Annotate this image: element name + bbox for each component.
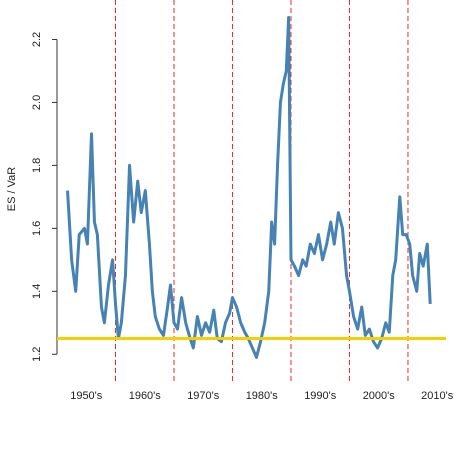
x-tick-label: 2010's bbox=[421, 390, 454, 402]
y-tick-label: 2.2 bbox=[31, 32, 43, 47]
x-tick-label: 1960's bbox=[129, 390, 162, 402]
x-tick-label: 1970's bbox=[187, 390, 220, 402]
x-tick-label: 1990's bbox=[304, 390, 337, 402]
y-tick-label: 2.0 bbox=[31, 95, 43, 110]
x-tick-label: 1980's bbox=[246, 390, 279, 402]
y-axis-label: ES / VaR bbox=[6, 167, 18, 211]
x-tick-label: 1950's bbox=[70, 390, 103, 402]
y-tick-label: 1.2 bbox=[31, 347, 43, 362]
y-tick-label: 1.6 bbox=[31, 221, 43, 236]
series-line bbox=[66, 15, 432, 359]
y-tick-label: 1.8 bbox=[31, 158, 43, 173]
x-tick-label: 2000's bbox=[363, 390, 396, 402]
y-tick-label: 1.4 bbox=[31, 284, 43, 299]
